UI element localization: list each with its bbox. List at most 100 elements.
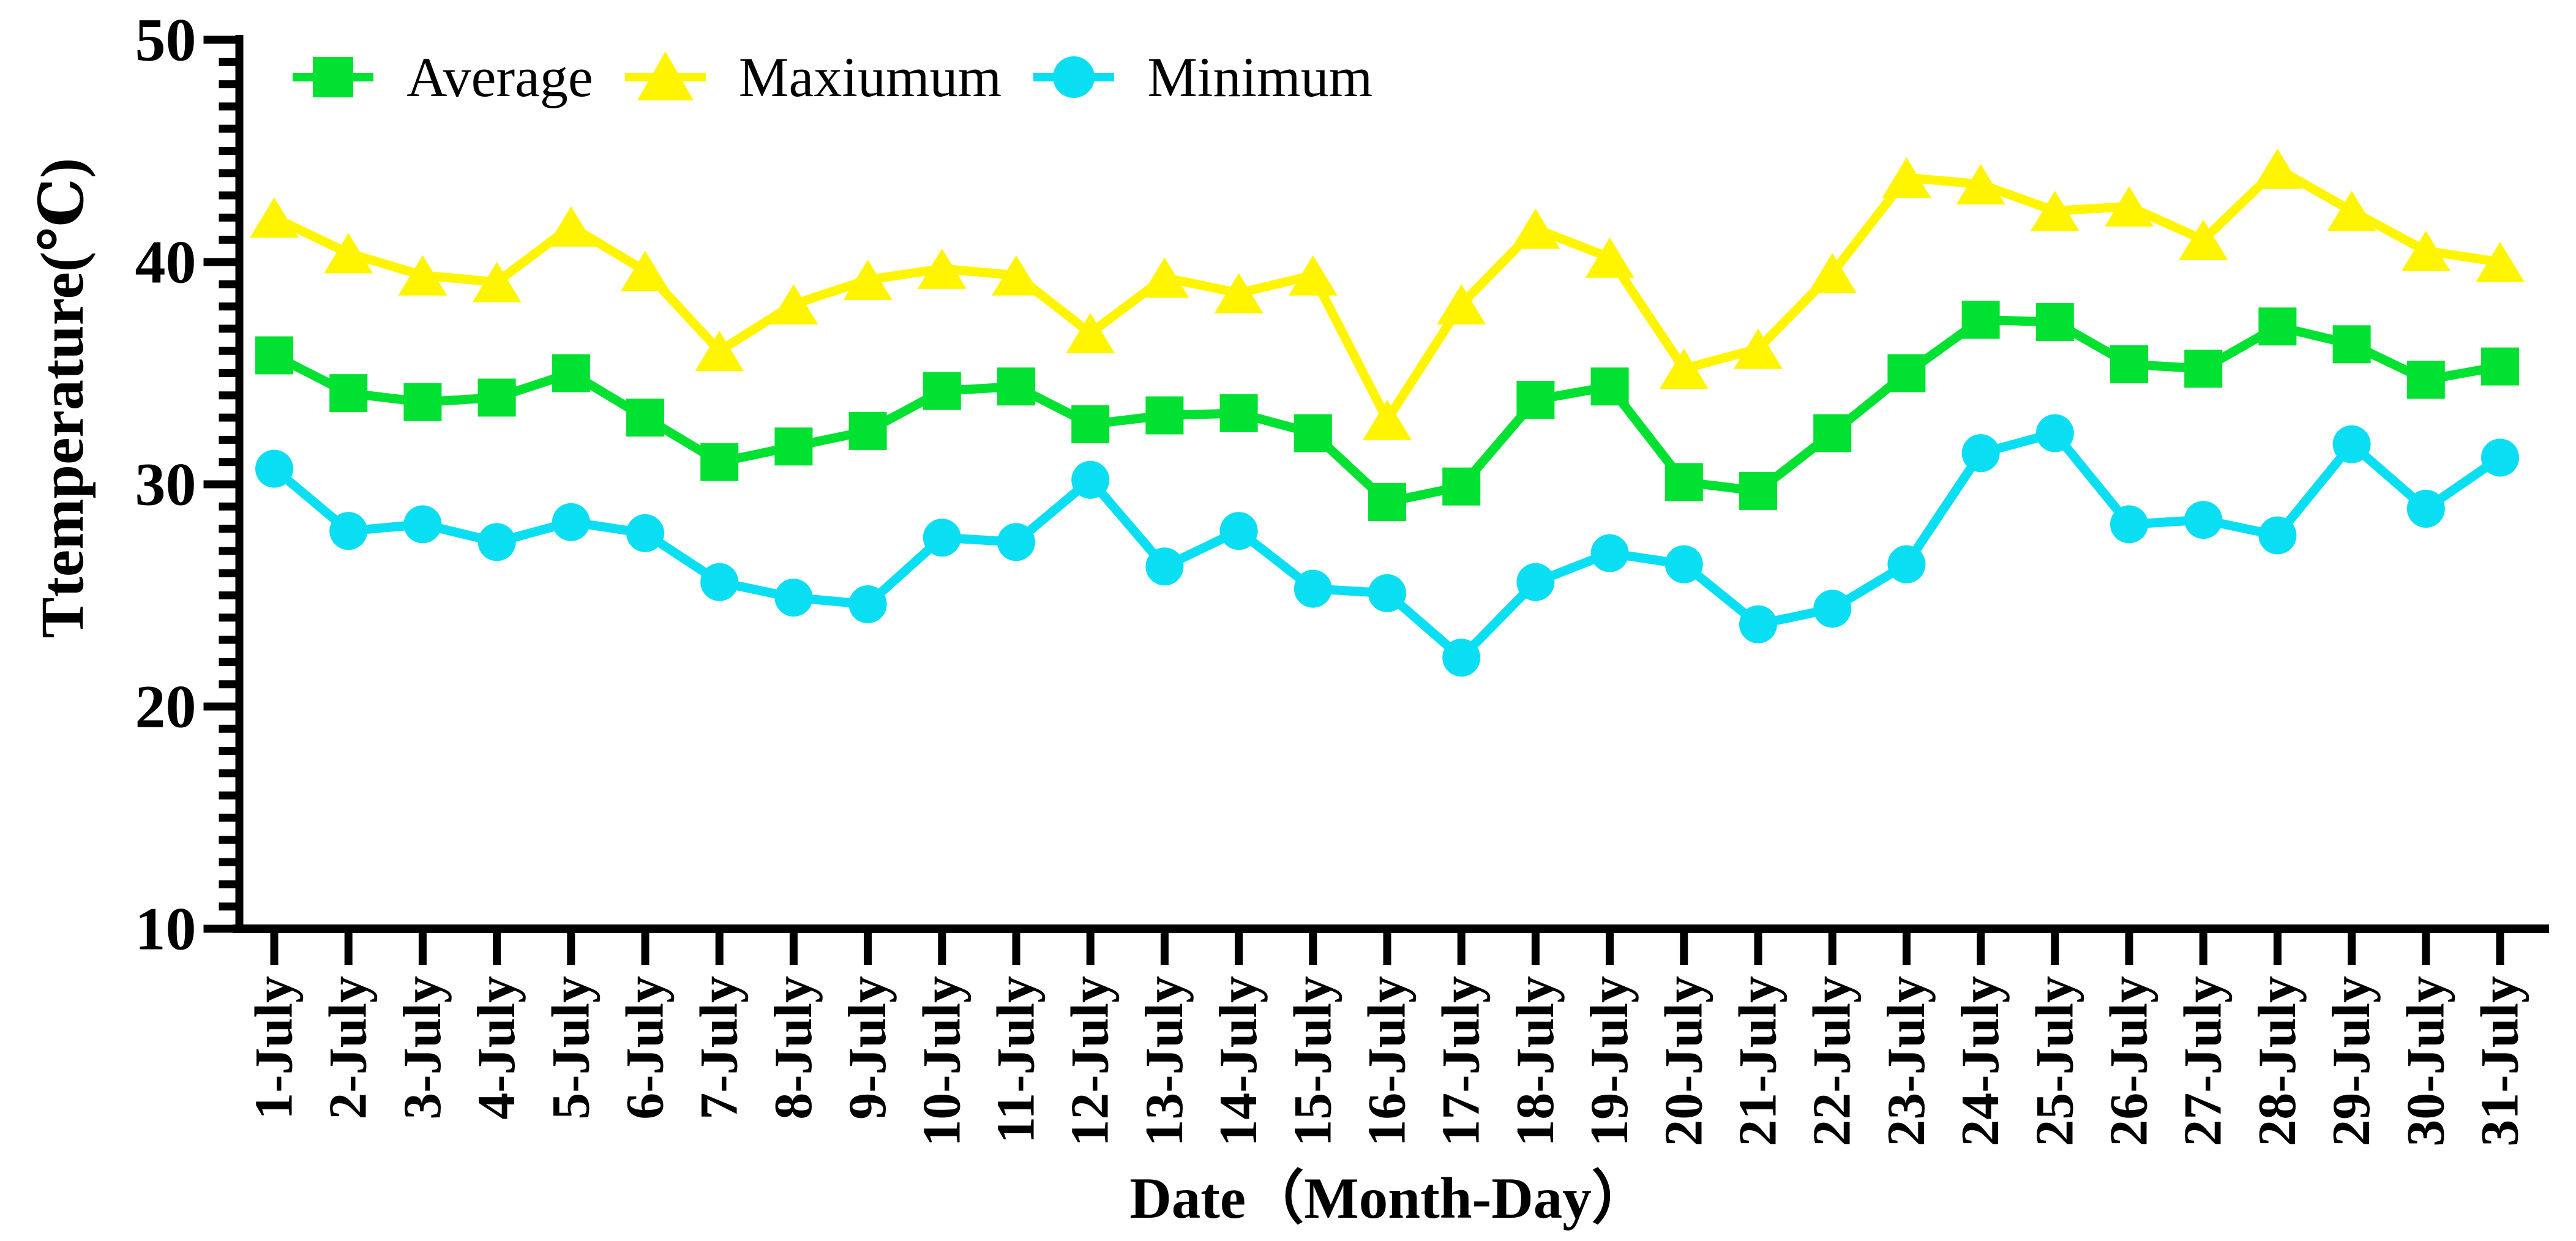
x-tick bbox=[567, 933, 575, 965]
x-tick-label: 13-July bbox=[1135, 976, 1194, 1147]
maxiumum-marker bbox=[1288, 255, 1338, 296]
y-minor-tick bbox=[219, 236, 236, 244]
minimum-marker bbox=[329, 512, 368, 550]
y-minor-tick bbox=[219, 658, 236, 666]
average-marker bbox=[1442, 467, 1481, 506]
maxiumum-marker bbox=[2401, 230, 2451, 271]
x-tick-label: 20-July bbox=[1654, 976, 1713, 1147]
maxiumum-marker bbox=[1659, 348, 1709, 389]
average-square-marker-icon bbox=[293, 57, 373, 97]
y-minor-tick bbox=[219, 747, 236, 755]
minimum-marker bbox=[2110, 505, 2148, 544]
average-marker bbox=[1368, 483, 1406, 522]
minimum-marker bbox=[2184, 501, 2223, 539]
maxiumum-marker bbox=[1956, 163, 2005, 204]
x-tick-label: 11-July bbox=[987, 976, 1046, 1144]
y-minor-tick bbox=[219, 102, 236, 111]
y-minor-tick bbox=[219, 435, 236, 444]
y-minor-tick bbox=[219, 635, 236, 644]
maxiumum-marker bbox=[2476, 242, 2525, 282]
x-tick-label: 18-July bbox=[1506, 976, 1565, 1147]
x-tick bbox=[1606, 933, 1614, 965]
maxiumum-marker bbox=[472, 261, 522, 302]
x-tick bbox=[1457, 933, 1466, 965]
maxiumum-marker bbox=[546, 206, 596, 247]
maxiumum-marker bbox=[2253, 148, 2302, 189]
minimum-marker bbox=[1145, 547, 1184, 586]
minimum-marker bbox=[2035, 414, 2074, 452]
y-minor-tick bbox=[219, 814, 236, 822]
average-marker bbox=[329, 374, 368, 413]
y-minor-tick bbox=[219, 369, 236, 377]
average-marker bbox=[700, 443, 739, 481]
y-minor-tick bbox=[219, 858, 236, 866]
x-tick bbox=[641, 933, 650, 965]
x-tick bbox=[418, 933, 427, 965]
x-tick-label: 27-July bbox=[2174, 976, 2233, 1147]
y-minor-tick bbox=[219, 391, 236, 400]
x-tick bbox=[2422, 933, 2430, 965]
maxiumum-marker bbox=[2327, 190, 2376, 231]
average-marker bbox=[1071, 405, 1110, 443]
minimum-marker bbox=[255, 449, 293, 488]
x-tick-label: 7-July bbox=[690, 976, 749, 1120]
maxiumum-marker bbox=[398, 255, 447, 296]
average-marker bbox=[1145, 396, 1184, 435]
x-tick bbox=[864, 933, 872, 965]
y-minor-tick bbox=[219, 836, 236, 844]
legend-label-maximum: Maxiumum bbox=[738, 46, 1002, 108]
average-marker bbox=[1590, 367, 1629, 406]
y-axis-line bbox=[235, 35, 244, 933]
y-tick-label: 40 bbox=[135, 228, 197, 296]
minimum-marker bbox=[923, 519, 961, 557]
y-minor-tick bbox=[219, 680, 236, 689]
minimum-marker bbox=[1664, 545, 1703, 583]
minimum-marker bbox=[1516, 563, 1555, 601]
average-marker bbox=[2258, 307, 2297, 346]
average-marker bbox=[403, 383, 442, 421]
average-marker bbox=[1961, 301, 2000, 339]
maxiumum-marker bbox=[1363, 399, 1412, 440]
circle-icon bbox=[1053, 56, 1095, 98]
minimum-marker bbox=[1590, 534, 1629, 572]
triangle-icon bbox=[637, 51, 694, 100]
average-marker bbox=[2035, 303, 2074, 342]
maxiumum-marker bbox=[843, 260, 893, 301]
maxiumum-marker bbox=[1585, 237, 1634, 278]
maxiumum-marker bbox=[2105, 186, 2154, 227]
minimum-marker bbox=[848, 585, 887, 624]
x-tick-label: 1-July bbox=[245, 976, 304, 1120]
maxiumum-marker bbox=[324, 233, 373, 274]
x-tick-label: 12-July bbox=[1061, 976, 1120, 1147]
average-marker bbox=[1664, 463, 1703, 501]
x-tick bbox=[1383, 933, 1391, 965]
maxiumum-marker bbox=[695, 331, 744, 372]
maxiumum-marker bbox=[2179, 219, 2228, 260]
y-major-tick bbox=[203, 36, 236, 44]
x-tick-label: 22-July bbox=[1803, 976, 1862, 1147]
y-tick-label: 20 bbox=[135, 673, 197, 741]
maxiumum-marker bbox=[2030, 190, 2080, 231]
y-major-tick bbox=[203, 480, 236, 489]
average-marker bbox=[923, 372, 961, 410]
x-axis-title: Date（Month-Day） bbox=[1129, 1166, 1650, 1231]
x-tick bbox=[1828, 933, 1837, 965]
x-tick-label: 31-July bbox=[2471, 976, 2530, 1147]
minimum-marker bbox=[997, 523, 1035, 561]
y-tick-label: 10 bbox=[135, 895, 197, 963]
average-marker bbox=[255, 336, 293, 375]
x-tick bbox=[2199, 933, 2207, 965]
maxiumum-marker bbox=[1214, 272, 1264, 313]
y-minor-tick bbox=[219, 769, 236, 778]
minimum-marker bbox=[1071, 460, 1110, 499]
maxiumum-marker bbox=[1882, 157, 1931, 198]
legend-label-minimum: Minimum bbox=[1147, 46, 1373, 108]
minimum-marker bbox=[626, 514, 664, 552]
x-axis-line bbox=[233, 924, 2549, 933]
maxiumum-marker bbox=[917, 248, 967, 289]
y-minor-tick bbox=[219, 302, 236, 311]
square-icon bbox=[313, 57, 353, 97]
x-tick bbox=[1902, 933, 1911, 965]
y-minor-tick bbox=[219, 213, 236, 222]
